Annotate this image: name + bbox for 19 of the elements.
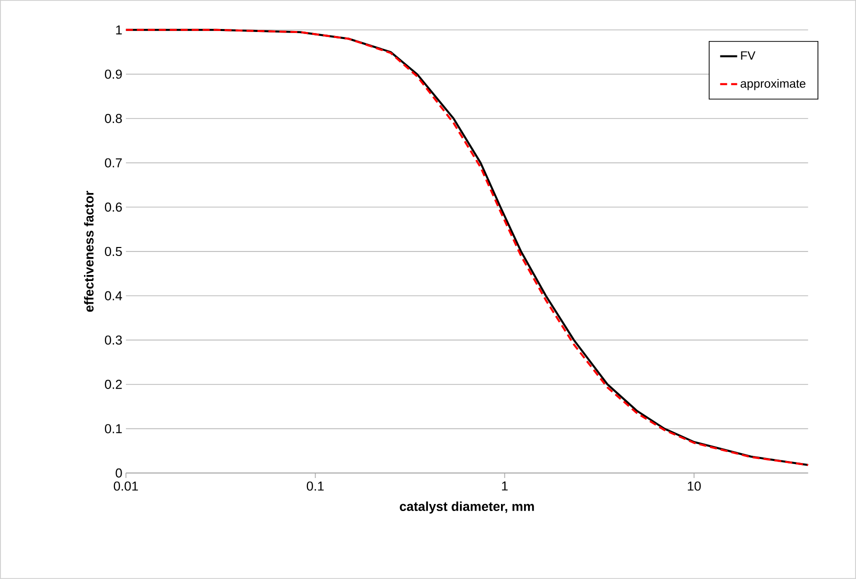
y-tick-label: 0.7: [104, 158, 122, 168]
legend-label: FV: [741, 51, 756, 60]
x-tick-label: 0.1: [306, 482, 324, 491]
y-tick-label: 0.3: [104, 336, 122, 345]
y-tick-label: 0.2: [104, 380, 122, 389]
x-axis-title: catalyst diameter, mm: [400, 502, 534, 514]
y-tick-label: 0.1: [104, 424, 122, 434]
y-tick-label: 0: [116, 468, 122, 478]
y-tick-label: 0.5: [104, 246, 122, 256]
y-tick-label: 0.6: [104, 202, 122, 212]
y-tick-label: 0.8: [104, 114, 122, 124]
x-tick-label: 1: [502, 482, 508, 490]
y-axis-title: effectiveness factor: [84, 190, 94, 312]
y-tick-label: 1: [116, 25, 122, 34]
legend-label: approximate: [740, 79, 806, 90]
y-tick-label: 0.4: [104, 291, 122, 300]
y-tick-label: 0.9: [104, 70, 122, 79]
x-tick-label: 10: [688, 482, 701, 491]
x-tick-label: 0.01: [114, 482, 138, 491]
